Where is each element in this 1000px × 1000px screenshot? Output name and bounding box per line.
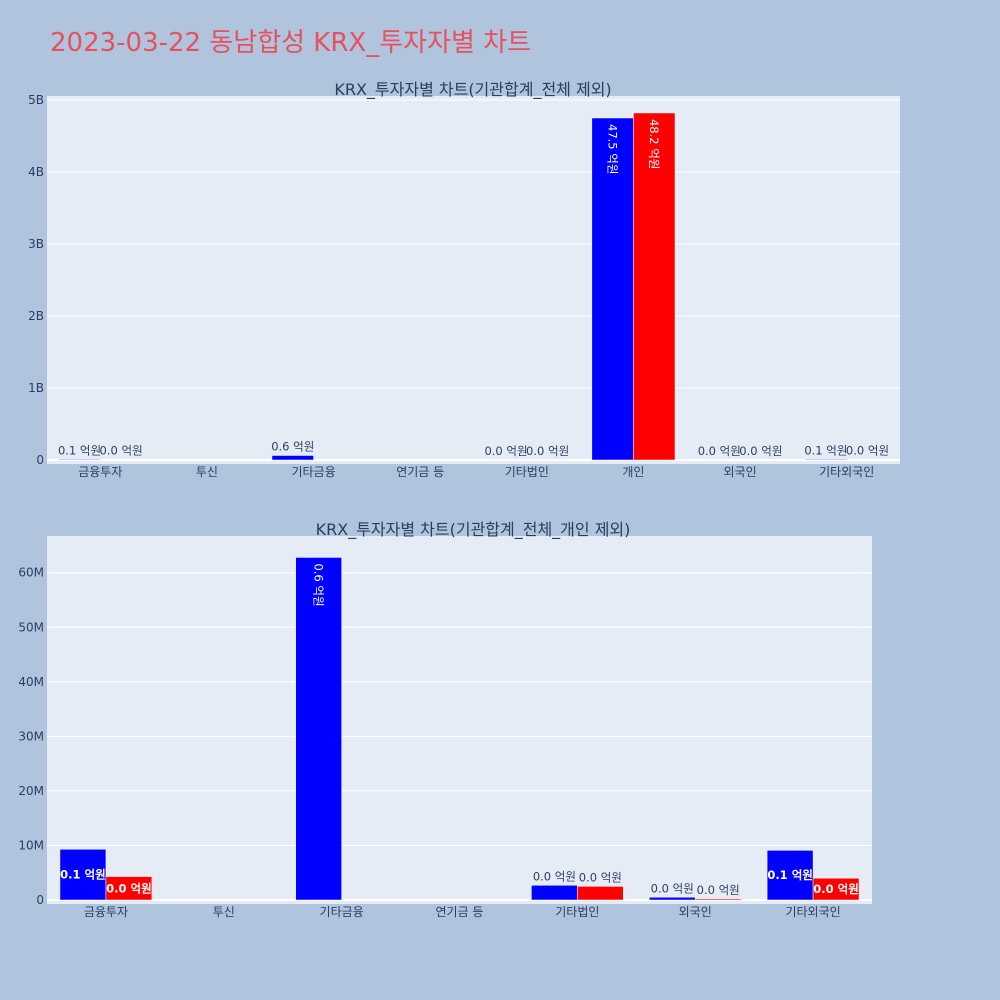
sell-bar [694,898,742,901]
data-label: 0.1 억원 [767,868,813,882]
x-tick-label: 금융투자 [78,465,122,479]
y-tick-label: 4B [28,165,44,179]
data-label: 0.0 억원 [846,444,889,458]
y-tick-label: 2B [28,309,44,323]
x-tick-label: 연기금 등 [436,905,484,919]
data-label: 0.0 억원 [106,881,152,895]
data-label: 0.0 억원 [579,870,622,884]
buy-bar [531,885,578,901]
buy-bar [271,455,314,461]
x-tick-label: 기타외국인 [819,465,874,479]
data-label: 0.0 억원 [697,883,740,897]
x-tick-label: 투신 [213,905,235,919]
x-tick-label: 외국인 [679,905,712,919]
sell-bar [105,876,153,901]
x-tick-label: 투신 [196,465,218,479]
y-tick-label: 0 [36,453,44,467]
x-tick-label: 개인 [622,465,644,479]
x-tick-label: 연기금 등 [396,465,444,479]
x-tick-label: 기타법인 [505,465,549,479]
y-tick-label: 30M [18,729,44,743]
page-title: 2023-03-22 동남합성 KRX_투자자별 차트 [50,28,532,58]
data-label: 0.1 억원 [60,868,106,882]
x-tick-label: 기타금융 [320,905,364,919]
data-label: 0.1 억원 [804,443,847,457]
data-label: 0.6 억원 [271,439,314,453]
y-tick-label: 10M [18,838,44,852]
data-label: 0.0 억원 [739,444,782,458]
buy-bar [58,459,101,461]
sell-bar [577,886,624,901]
buy-bar [649,897,696,901]
x-tick-label: 기타외국인 [785,905,840,919]
data-label: 47.5 억원 [606,124,620,174]
data-label: 0.0 억원 [100,444,143,458]
y-tick-label: 0 [36,893,44,907]
chart-excluding-institutions: KRX_투자자별 차트(기관합계_전체 제외) 0 1B 2B 3B 4B 5B 금융투자 0.… [28,80,900,479]
y-tick-label: 40M [18,675,44,689]
buy-bar [766,850,814,901]
x-tick-label: 금융투자 [84,905,128,919]
y-tick-label: 20M [18,784,44,798]
chart-excluding-institutions-and-individuals: KRX_투자자별 차트(기관합계_전체_개인 제외) 0 10M 20M 30M 40M 5… [18,520,872,919]
buy-bar [59,849,107,901]
y-tick-label: 5B [28,93,44,107]
data-label: 0.0 억원 [526,444,569,458]
x-tick-label: 기타금융 [291,465,335,479]
plot-area [47,536,872,904]
buy-bar [804,459,847,461]
data-label: 48.2 억원 [647,119,661,169]
chart-title: KRX_투자자별 차트(기관합계_전체_개인 제외) [316,520,631,540]
y-tick-label: 1B [28,381,44,395]
data-label: 0.0 억원 [533,869,576,883]
data-label: 0.1 억원 [58,443,101,457]
chart-title: KRX_투자자별 차트(기관합계_전체 제외) [334,80,611,100]
y-tick-label: 60M [18,566,44,580]
buy-bar [295,557,342,901]
data-label: 0.0 억원 [813,882,859,896]
buy-bar [591,117,634,461]
x-tick-label: 외국인 [724,465,757,479]
data-label: 0.0 억원 [484,444,527,458]
plot-area [47,96,900,464]
sell-bar [812,877,860,901]
y-tick-label: 50M [18,620,44,634]
data-label: 0.0 억원 [698,444,741,458]
sell-bar [633,112,676,461]
y-tick-label: 3B [28,237,44,251]
x-tick-label: 기타법인 [555,905,599,919]
data-label: 0.0 억원 [651,881,694,895]
data-label: 0.6 억원 [312,563,326,606]
